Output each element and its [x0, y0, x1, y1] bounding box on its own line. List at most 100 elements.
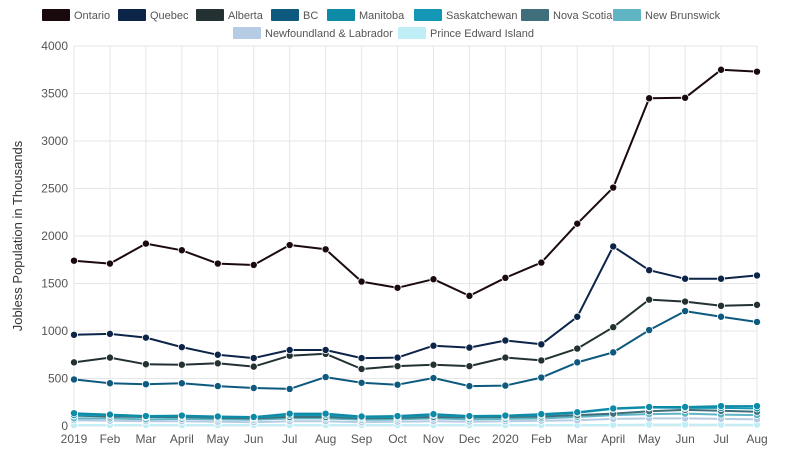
data-point[interactable]	[573, 344, 582, 353]
data-point[interactable]	[177, 411, 186, 420]
data-point[interactable]	[501, 273, 510, 282]
data-point[interactable]	[537, 340, 546, 349]
data-point[interactable]	[141, 360, 150, 369]
data-point[interactable]	[645, 94, 654, 103]
data-point[interactable]	[645, 326, 654, 335]
data-point[interactable]	[393, 380, 402, 389]
legend-item-new-brunswick[interactable]: New Brunswick	[613, 9, 721, 22]
data-point[interactable]	[213, 359, 222, 368]
data-point[interactable]	[177, 343, 186, 352]
data-point[interactable]	[645, 266, 654, 275]
legend-item-nova-scotia[interactable]: Nova Scotia	[521, 9, 613, 22]
data-point[interactable]	[105, 329, 114, 338]
data-point[interactable]	[141, 380, 150, 389]
data-point[interactable]	[609, 404, 618, 413]
data-point[interactable]	[681, 297, 690, 306]
data-point[interactable]	[357, 364, 366, 373]
data-point[interactable]	[70, 409, 79, 418]
data-point[interactable]	[681, 402, 690, 411]
data-point[interactable]	[573, 219, 582, 228]
data-point[interactable]	[753, 300, 762, 309]
data-point[interactable]	[717, 274, 726, 283]
data-point[interactable]	[465, 382, 474, 391]
data-point[interactable]	[717, 312, 726, 321]
data-point[interactable]	[249, 362, 258, 371]
data-point[interactable]	[321, 409, 330, 418]
data-point[interactable]	[213, 382, 222, 391]
data-point[interactable]	[393, 362, 402, 371]
data-point[interactable]	[285, 409, 294, 418]
data-point[interactable]	[285, 345, 294, 354]
data-point[interactable]	[70, 358, 79, 367]
data-point[interactable]	[177, 246, 186, 255]
data-point[interactable]	[213, 259, 222, 268]
data-point[interactable]	[501, 353, 510, 362]
data-point[interactable]	[321, 245, 330, 254]
data-point[interactable]	[213, 412, 222, 421]
data-point[interactable]	[357, 354, 366, 363]
data-point[interactable]	[465, 343, 474, 352]
data-point[interactable]	[249, 354, 258, 363]
data-point[interactable]	[753, 271, 762, 280]
data-point[interactable]	[141, 239, 150, 248]
data-point[interactable]	[70, 330, 79, 339]
legend-item-prince-edward-island[interactable]: Prince Edward Island	[398, 27, 534, 40]
data-point[interactable]	[429, 360, 438, 369]
data-point[interactable]	[609, 323, 618, 332]
data-point[interactable]	[645, 295, 654, 304]
data-point[interactable]	[537, 410, 546, 419]
data-point[interactable]	[249, 412, 258, 421]
data-point[interactable]	[501, 336, 510, 345]
data-point[interactable]	[357, 412, 366, 421]
data-point[interactable]	[609, 242, 618, 251]
data-point[interactable]	[717, 65, 726, 74]
data-point[interactable]	[105, 353, 114, 362]
legend-item-alberta[interactable]: Alberta	[196, 9, 264, 22]
data-point[interactable]	[609, 348, 618, 357]
data-point[interactable]	[177, 360, 186, 369]
data-point[interactable]	[717, 402, 726, 411]
data-point[interactable]	[357, 378, 366, 387]
data-point[interactable]	[70, 256, 79, 265]
data-point[interactable]	[501, 411, 510, 420]
data-point[interactable]	[70, 375, 79, 384]
data-point[interactable]	[105, 410, 114, 419]
data-point[interactable]	[681, 93, 690, 102]
legend-item-saskatchewan[interactable]: Saskatchewan	[414, 9, 518, 22]
data-point[interactable]	[537, 356, 546, 365]
data-point[interactable]	[429, 275, 438, 284]
data-point[interactable]	[753, 402, 762, 411]
data-point[interactable]	[573, 408, 582, 417]
data-point[interactable]	[645, 402, 654, 411]
data-point[interactable]	[105, 259, 114, 268]
data-point[interactable]	[393, 353, 402, 362]
legend-item-bc[interactable]: BC	[271, 9, 318, 22]
data-point[interactable]	[249, 383, 258, 392]
data-point[interactable]	[141, 333, 150, 342]
data-point[interactable]	[321, 373, 330, 382]
data-point[interactable]	[321, 345, 330, 354]
legend-item-quebec[interactable]: Quebec	[118, 9, 189, 22]
data-point[interactable]	[105, 379, 114, 388]
data-point[interactable]	[573, 312, 582, 321]
data-point[interactable]	[357, 277, 366, 286]
data-point[interactable]	[285, 241, 294, 250]
data-point[interactable]	[465, 362, 474, 371]
data-point[interactable]	[429, 374, 438, 383]
data-point[interactable]	[681, 274, 690, 283]
data-point[interactable]	[213, 350, 222, 359]
data-point[interactable]	[501, 381, 510, 390]
data-point[interactable]	[177, 379, 186, 388]
data-point[interactable]	[753, 317, 762, 326]
data-point[interactable]	[393, 283, 402, 292]
data-point[interactable]	[429, 341, 438, 350]
data-point[interactable]	[537, 373, 546, 382]
legend-item-manitoba[interactable]: Manitoba	[327, 9, 405, 22]
data-point[interactable]	[753, 67, 762, 76]
legend-item-newfoundland-labrador[interactable]: Newfoundland & Labrador	[233, 27, 393, 40]
data-point[interactable]	[537, 258, 546, 267]
data-point[interactable]	[429, 410, 438, 419]
data-point[interactable]	[141, 412, 150, 421]
data-point[interactable]	[717, 301, 726, 310]
data-point[interactable]	[393, 412, 402, 421]
